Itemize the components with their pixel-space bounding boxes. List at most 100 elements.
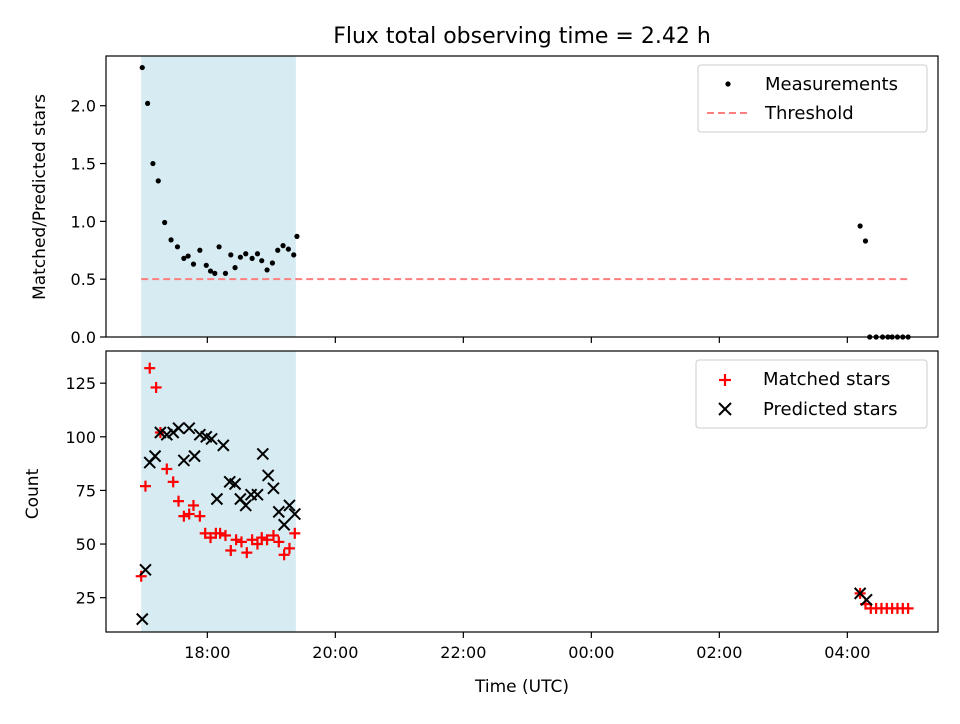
cross-b <box>277 518 291 531</box>
predicted-star-point <box>172 422 185 435</box>
top-ytick-label: 1.5 <box>71 155 96 174</box>
measurement-point <box>139 64 145 71</box>
predicted-star-point <box>261 469 275 482</box>
measurement-point <box>190 261 197 267</box>
predicted-star-point <box>860 593 873 607</box>
measurement-point <box>269 260 275 266</box>
measurement-point <box>207 268 214 274</box>
bottom-shaded-region <box>141 351 296 632</box>
matched-star-point <box>230 534 242 546</box>
matched-star-point <box>219 529 231 541</box>
cross-b <box>860 593 873 607</box>
bottom-legend-box <box>695 359 928 429</box>
measurement-point <box>185 253 191 259</box>
predicted-star-point <box>228 477 242 491</box>
predicted-star-point <box>139 563 152 577</box>
measurement-point <box>203 262 209 268</box>
matched-star-point <box>135 570 147 582</box>
predicted-star-point <box>148 449 162 463</box>
matched-star-point <box>235 536 247 548</box>
matched-star-point <box>150 381 162 393</box>
measurement-point <box>212 270 218 276</box>
top-legend: Measurements Threshold <box>697 64 928 133</box>
measurement-point <box>857 223 863 229</box>
xtick-label: 02:00 <box>696 643 742 662</box>
predicted-star-point <box>283 499 296 512</box>
predicted-star-point <box>177 454 191 467</box>
measurement-point <box>162 219 168 226</box>
cross-b <box>283 499 296 512</box>
top-legend-box <box>697 64 928 133</box>
measurement-point <box>150 160 156 167</box>
cross-b <box>193 428 207 441</box>
cross-b <box>288 507 302 521</box>
xtick-label: 18:00 <box>184 643 230 662</box>
cross-b <box>223 475 236 489</box>
xtick-label: 22:00 <box>440 643 486 662</box>
cross-b <box>172 422 185 435</box>
top-ytick-label: 0.5 <box>71 270 96 289</box>
top-ytick-label: 2.0 <box>71 97 96 116</box>
top-y-axis-label: Matched/Predicted stars <box>30 94 50 300</box>
measurement-point <box>232 265 238 271</box>
predicted-star-point <box>277 518 291 531</box>
matched-star-point <box>144 362 156 374</box>
measurement-point <box>294 233 300 239</box>
measurement-point <box>249 255 255 261</box>
matched-star-point <box>187 499 199 511</box>
cross-b <box>148 449 162 463</box>
bottom-ytick-label: 125 <box>65 374 96 393</box>
cross-b <box>853 587 867 600</box>
bottom-legend: Matched stars Predicted stars <box>695 359 928 429</box>
matched-star-point <box>251 538 263 550</box>
cross-b <box>267 482 280 495</box>
xtick-label: 20:00 <box>312 643 358 662</box>
top-ytick-label: 0.0 <box>71 328 96 347</box>
matched-star-point <box>167 476 179 488</box>
cross-b <box>177 454 191 467</box>
bottom-ytick-label: 25 <box>76 589 96 608</box>
predicted-star-point <box>251 488 264 501</box>
cross-b <box>200 430 213 444</box>
predicted-star-point <box>239 499 252 512</box>
measurement-point <box>275 247 281 253</box>
legend-predicted-marker <box>718 402 732 416</box>
matched-star-point <box>289 527 301 539</box>
predicted-star-point <box>188 449 201 463</box>
matched-star-point <box>173 495 185 507</box>
matched-star-point <box>267 529 279 541</box>
predicted-star-point <box>256 447 270 461</box>
matched-star-point <box>283 542 295 554</box>
measurement-point <box>291 252 297 258</box>
measurement-point <box>280 243 286 249</box>
cross-b <box>154 426 167 439</box>
predicted-star-point <box>182 422 196 435</box>
matched-star-point <box>261 534 273 546</box>
cross-b <box>182 422 196 435</box>
cross-b <box>136 612 149 626</box>
cross-b <box>261 469 275 482</box>
legend-matched-marker <box>719 374 731 386</box>
measurement-point <box>174 244 181 250</box>
cross-b <box>205 432 218 446</box>
top-chart-title: Flux total observing time = 2.42 h <box>333 24 711 49</box>
predicted-star-point <box>210 492 224 506</box>
cross-b <box>234 492 247 506</box>
matched-star-point <box>161 463 173 475</box>
top-ytick-label: 1.0 <box>71 212 96 231</box>
xtick-label: 04:00 <box>824 643 870 662</box>
top-plot-frame <box>105 55 939 338</box>
legend-predicted-label: Predicted stars <box>763 399 897 420</box>
predicted-star-point <box>205 432 218 446</box>
cross-b <box>139 563 152 577</box>
measurement-point <box>216 244 222 250</box>
matched-star-point <box>256 532 268 544</box>
measurement-point <box>285 246 291 252</box>
predicted-star-point <box>136 612 149 626</box>
measurement-point <box>197 247 203 253</box>
matched-star-point <box>278 549 290 561</box>
predicted-star-point <box>217 439 230 452</box>
cross-b <box>217 439 230 452</box>
measurement-point <box>254 251 261 257</box>
